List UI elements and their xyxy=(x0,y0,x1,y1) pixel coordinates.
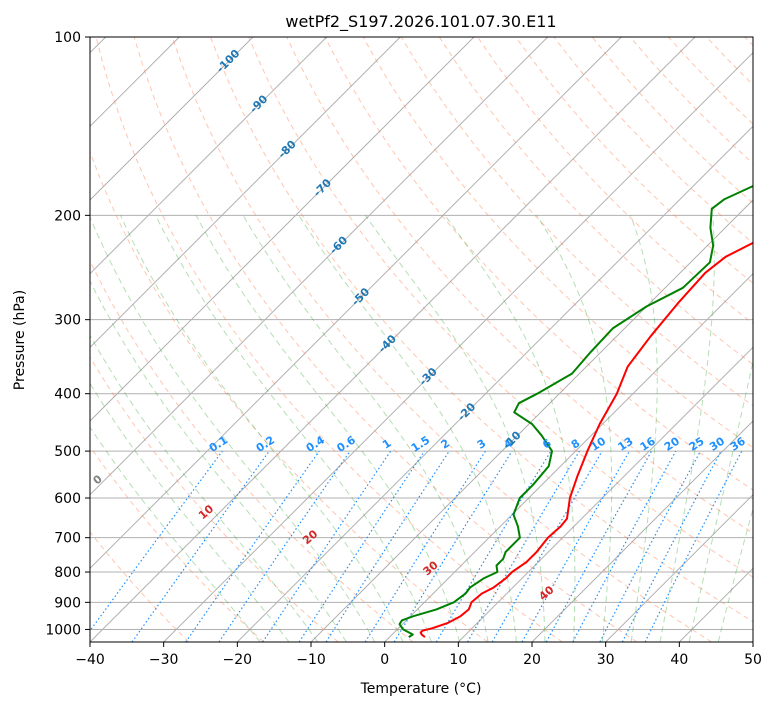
x-tick-label: −40 xyxy=(75,652,105,668)
y-tick-label: 700 xyxy=(54,531,81,547)
y-tick-label: 400 xyxy=(54,387,81,403)
x-tick-label: 40 xyxy=(670,652,688,668)
y-tick-label: 300 xyxy=(54,313,81,329)
skew-t-chart: 0.1 0.2 0.4 0.6 1 1.5 2 3 4 6 8 10 13 16 20 25 30 36-100-… xyxy=(0,0,775,708)
y-tick-label: 500 xyxy=(54,444,81,460)
x-axis-title: Temperature (°C) xyxy=(360,681,482,697)
y-tick-label: 1000 xyxy=(45,622,81,638)
y-tick-label: 800 xyxy=(54,565,81,581)
y-axis-title: Pressure (hPa) xyxy=(12,290,28,390)
chart-title: wetPf2_S197.2026.101.07.30.E11 xyxy=(285,12,556,32)
x-tick-label: 50 xyxy=(744,652,762,668)
y-tick-label: 900 xyxy=(54,595,81,611)
x-tick-label: −10 xyxy=(296,652,326,668)
x-tick-label: 20 xyxy=(523,652,541,668)
x-tick-label: −30 xyxy=(149,652,179,668)
x-tick-label: 10 xyxy=(449,652,467,668)
x-tick-label: 30 xyxy=(597,652,615,668)
y-tick-label: 200 xyxy=(54,208,81,224)
y-tick-label: 100 xyxy=(54,30,81,46)
x-tick-label: 0 xyxy=(380,652,389,668)
y-tick-label: 600 xyxy=(54,491,81,507)
x-tick-label: −20 xyxy=(223,652,253,668)
